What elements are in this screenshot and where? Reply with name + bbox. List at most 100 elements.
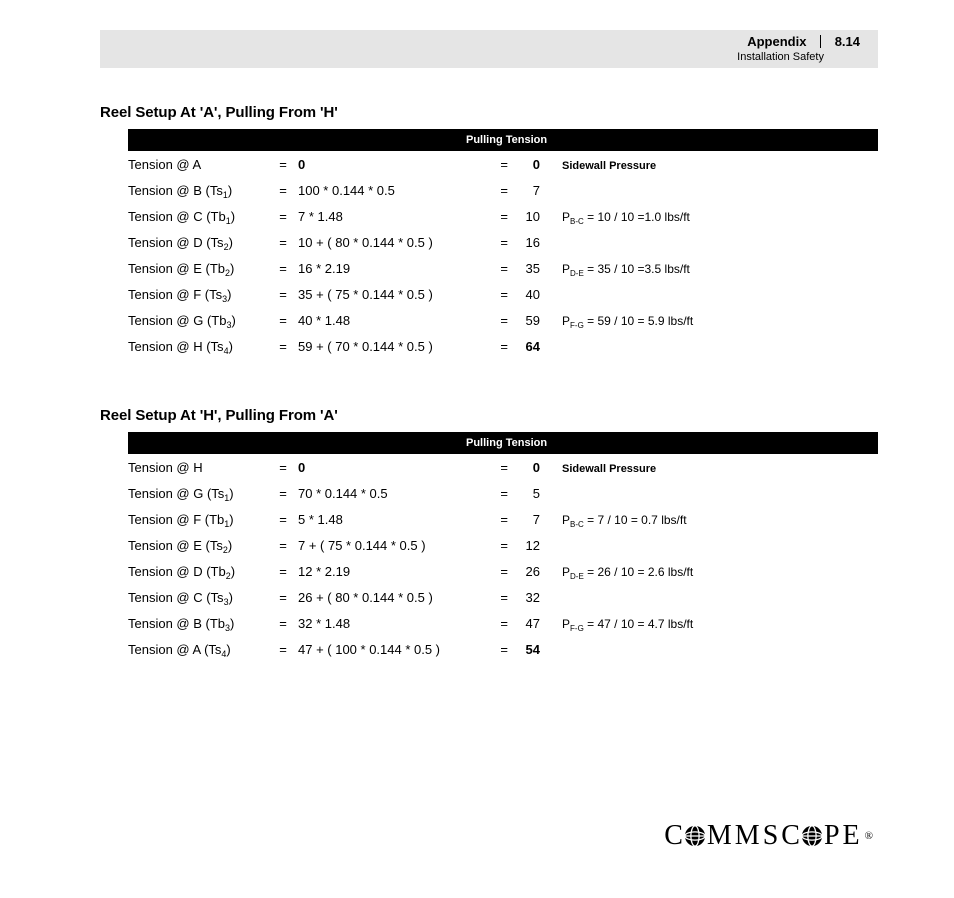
tension-label: Tension @ H: [128, 460, 268, 475]
result-value: 7: [512, 512, 562, 527]
sidewall-pressure: PF-G = 59 / 10 = 5.9 lbs/ft: [562, 314, 862, 330]
formula: 7 * 1.48: [298, 209, 486, 224]
table-row: Tension @ D (Tb2)=12 * 2.19=26PD-E = 26 …: [128, 564, 878, 590]
formula: 35 + ( 75 * 0.144 * 0.5 ): [298, 287, 486, 302]
result-value: 12: [512, 538, 562, 553]
equals-sign: =: [268, 538, 298, 553]
equals-sign: =: [268, 235, 298, 250]
equals-sign: =: [268, 616, 298, 631]
table-row: Tension @ C (Tb1)=7 * 1.48=10PB-C = 10 /…: [128, 209, 878, 235]
equals-sign: =: [486, 287, 512, 302]
equals-sign: =: [268, 209, 298, 224]
table-header-bar: Pulling Tension: [128, 432, 878, 454]
tension-label: Tension @ F (Tb1): [128, 512, 268, 529]
formula: 16 * 2.19: [298, 261, 486, 276]
result-value: 0: [512, 460, 562, 475]
tension-label: Tension @ G (Ts1): [128, 486, 268, 503]
bar-label: Pulling Tension: [466, 134, 547, 146]
formula: 32 * 1.48: [298, 616, 486, 631]
table-row: Tension @ A=0=0Sidewall Pressure: [128, 157, 878, 183]
tension-table: Tension @ A=0=0Sidewall PressureTension …: [128, 157, 878, 365]
section-title: Reel Setup At 'A', Pulling From 'H': [100, 104, 878, 121]
result-value: 35: [512, 261, 562, 276]
registered-mark: ®: [865, 830, 876, 842]
tension-label: Tension @ E (Ts2): [128, 538, 268, 555]
sidewall-pressure: Sidewall Pressure: [562, 461, 862, 475]
formula: 70 * 0.144 * 0.5: [298, 486, 486, 501]
equals-sign: =: [486, 512, 512, 527]
sidewall-pressure: PB-C = 7 / 10 = 0.7 lbs/ft: [562, 513, 862, 529]
table-row: Tension @ E (Tb2)=16 * 2.19=35PD-E = 35 …: [128, 261, 878, 287]
equals-sign: =: [486, 235, 512, 250]
result-value: 47: [512, 616, 562, 631]
equals-sign: =: [268, 460, 298, 475]
table-row: Tension @ H=0=0Sidewall Pressure: [128, 460, 878, 486]
tension-label: Tension @ B (Tb3): [128, 616, 268, 633]
formula: 26 + ( 80 * 0.144 * 0.5 ): [298, 590, 486, 605]
sidewall-pressure: PF-G = 47 / 10 = 4.7 lbs/ft: [562, 617, 862, 633]
table-row: Tension @ B (Ts1)=100 * 0.144 * 0.5=7: [128, 183, 878, 209]
result-value: 16: [512, 235, 562, 250]
equals-sign: =: [268, 183, 298, 198]
logo-pre: C: [664, 820, 686, 852]
appendix-label: Appendix: [747, 34, 806, 49]
equals-sign: =: [268, 339, 298, 354]
logo-post: PE: [824, 820, 863, 852]
table-row: Tension @ C (Ts3)=26 + ( 80 * 0.144 * 0.…: [128, 590, 878, 616]
tension-label: Tension @ C (Ts3): [128, 590, 268, 607]
result-value: 54: [512, 642, 562, 657]
equals-sign: =: [268, 512, 298, 527]
equals-sign: =: [268, 313, 298, 328]
page-header: Appendix 8.14 Installation Safety: [100, 30, 878, 68]
globe-icon: [684, 825, 706, 847]
tension-label: Tension @ A (Ts4): [128, 642, 268, 659]
tension-label: Tension @ D (Tb2): [128, 564, 268, 581]
table-row: Tension @ E (Ts2)=7 + ( 75 * 0.144 * 0.5…: [128, 538, 878, 564]
header-text-block: Appendix 8.14 Installation Safety: [737, 34, 860, 64]
formula: 7 + ( 75 * 0.144 * 0.5 ): [298, 538, 486, 553]
appendix-number: 8.14: [835, 34, 860, 49]
formula: 40 * 1.48: [298, 313, 486, 328]
result-value: 59: [512, 313, 562, 328]
tension-section: Reel Setup At 'A', Pulling From 'H' Pulli…: [100, 104, 878, 365]
equals-sign: =: [486, 616, 512, 631]
equals-sign: =: [268, 157, 298, 172]
result-value: 0: [512, 157, 562, 172]
header-line-1: Appendix 8.14: [737, 34, 860, 50]
sidewall-pressure: Sidewall Pressure: [562, 158, 862, 172]
table-row: Tension @ F (Ts3)=35 + ( 75 * 0.144 * 0.…: [128, 287, 878, 313]
tension-label: Tension @ C (Tb1): [128, 209, 268, 226]
section-title: Reel Setup At 'H', Pulling From 'A': [100, 407, 878, 424]
tension-table: Tension @ H=0=0Sidewall PressureTension …: [128, 460, 878, 668]
table-row: Tension @ B (Tb3)=32 * 1.48=47PF-G = 47 …: [128, 616, 878, 642]
formula: 47 + ( 100 * 0.144 * 0.5 ): [298, 642, 486, 657]
formula: 12 * 2.19: [298, 564, 486, 579]
equals-sign: =: [486, 157, 512, 172]
formula: 100 * 0.144 * 0.5: [298, 183, 486, 198]
tension-label: Tension @ B (Ts1): [128, 183, 268, 200]
tension-label: Tension @ D (Ts2): [128, 235, 268, 252]
tension-label: Tension @ H (Ts4): [128, 339, 268, 356]
formula: 59 + ( 70 * 0.144 * 0.5 ): [298, 339, 486, 354]
sidewall-pressure: PD-E = 35 / 10 =3.5 lbs/ft: [562, 262, 862, 278]
table-row: Tension @ A (Ts4)=47 + ( 100 * 0.144 * 0…: [128, 642, 878, 668]
table-row: Tension @ G (Ts1)=70 * 0.144 * 0.5=5: [128, 486, 878, 512]
table-row: Tension @ G (Tb3)=40 * 1.48=59PF-G = 59 …: [128, 313, 878, 339]
equals-sign: =: [268, 642, 298, 657]
commscope-logo: CMMSCPE®: [664, 820, 876, 852]
header-divider: [820, 35, 821, 48]
equals-sign: =: [486, 313, 512, 328]
tension-label: Tension @ G (Tb3): [128, 313, 268, 330]
globe-icon: [801, 825, 823, 847]
equals-sign: =: [268, 287, 298, 302]
result-value: 7: [512, 183, 562, 198]
page-content: Reel Setup At 'A', Pulling From 'H' Pulli…: [100, 104, 878, 710]
equals-sign: =: [268, 564, 298, 579]
tension-label: Tension @ A: [128, 157, 268, 172]
result-value: 5: [512, 486, 562, 501]
equals-sign: =: [486, 564, 512, 579]
result-value: 10: [512, 209, 562, 224]
formula: 0: [298, 460, 486, 475]
result-value: 40: [512, 287, 562, 302]
table-row: Tension @ H (Ts4)=59 + ( 70 * 0.144 * 0.…: [128, 339, 878, 365]
